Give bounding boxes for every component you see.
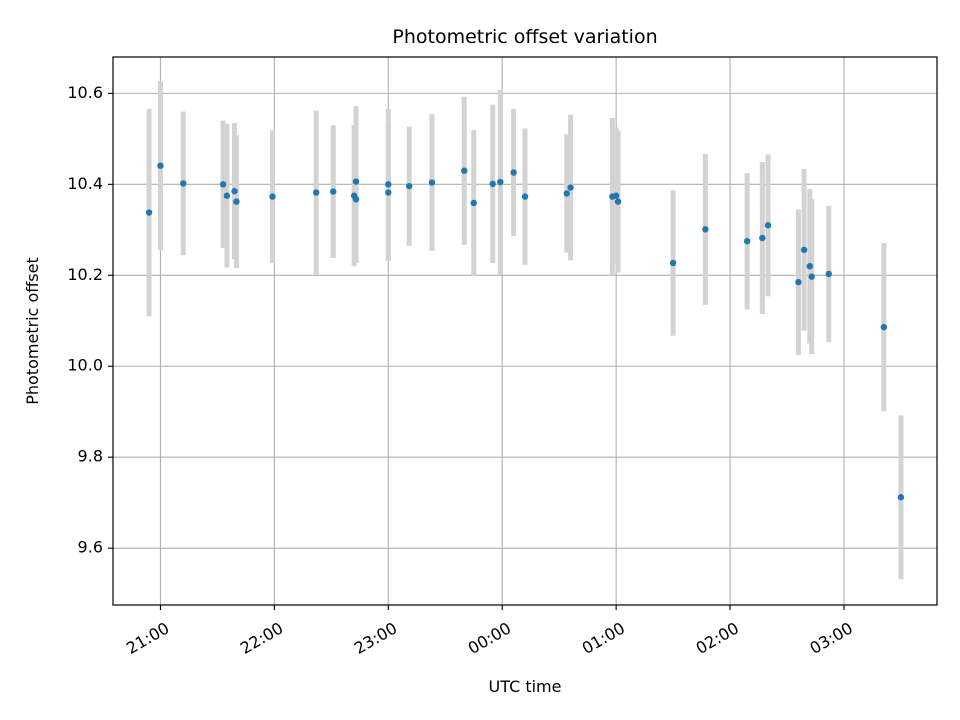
data-point: [489, 180, 496, 188]
data-point: [808, 273, 815, 280]
data-point: [669, 259, 677, 267]
data-point: [330, 188, 337, 195]
data-point: [759, 234, 766, 242]
y-tick-label: 10.0: [67, 356, 103, 375]
y-tick-label: 9.6: [78, 538, 103, 557]
data-point: [352, 178, 360, 185]
data-point: [470, 199, 477, 207]
data-point: [145, 209, 153, 216]
plot-frame: [112, 56, 938, 606]
data-point: [461, 167, 468, 174]
data-point: [825, 270, 832, 278]
data-point: [385, 181, 392, 188]
data-point: [223, 192, 231, 199]
data-point: [233, 198, 240, 205]
data-point: [219, 181, 227, 188]
data-point: [231, 187, 238, 195]
data-point: [405, 182, 413, 190]
data-point: [800, 246, 808, 254]
data-point: [563, 190, 570, 197]
data-points: [145, 162, 905, 501]
y-tick-label: 10.6: [67, 83, 103, 102]
data-point: [612, 192, 620, 199]
data-point: [157, 162, 164, 169]
data-point: [428, 179, 436, 186]
data-point: [880, 323, 888, 331]
data-point: [806, 262, 813, 270]
y-axis: 9.6 9.8 10.0 10.2 10.4 10.6: [67, 83, 113, 557]
data-point: [180, 180, 187, 187]
y-axis-title: Photometric offset: [23, 257, 42, 405]
x-axis-title: UTC time: [489, 677, 562, 696]
data-point: [795, 278, 802, 286]
y-tick-label: 10.2: [67, 265, 103, 284]
data-point: [567, 184, 574, 191]
data-point: [269, 193, 276, 200]
data-point: [312, 189, 320, 196]
data-point: [764, 222, 772, 229]
data-point: [702, 226, 709, 233]
data-point: [497, 178, 504, 186]
grid: [113, 57, 937, 605]
data-point: [521, 193, 529, 200]
data-point: [510, 169, 517, 176]
data-point: [743, 237, 751, 245]
data-point: [385, 189, 392, 196]
data-point: [352, 196, 360, 203]
data-point: [897, 494, 905, 501]
data-point: [614, 198, 622, 205]
y-tick-label: 9.8: [78, 447, 103, 466]
chart-title: Photometric offset variation: [392, 26, 657, 48]
y-tick-label: 10.4: [67, 174, 103, 193]
